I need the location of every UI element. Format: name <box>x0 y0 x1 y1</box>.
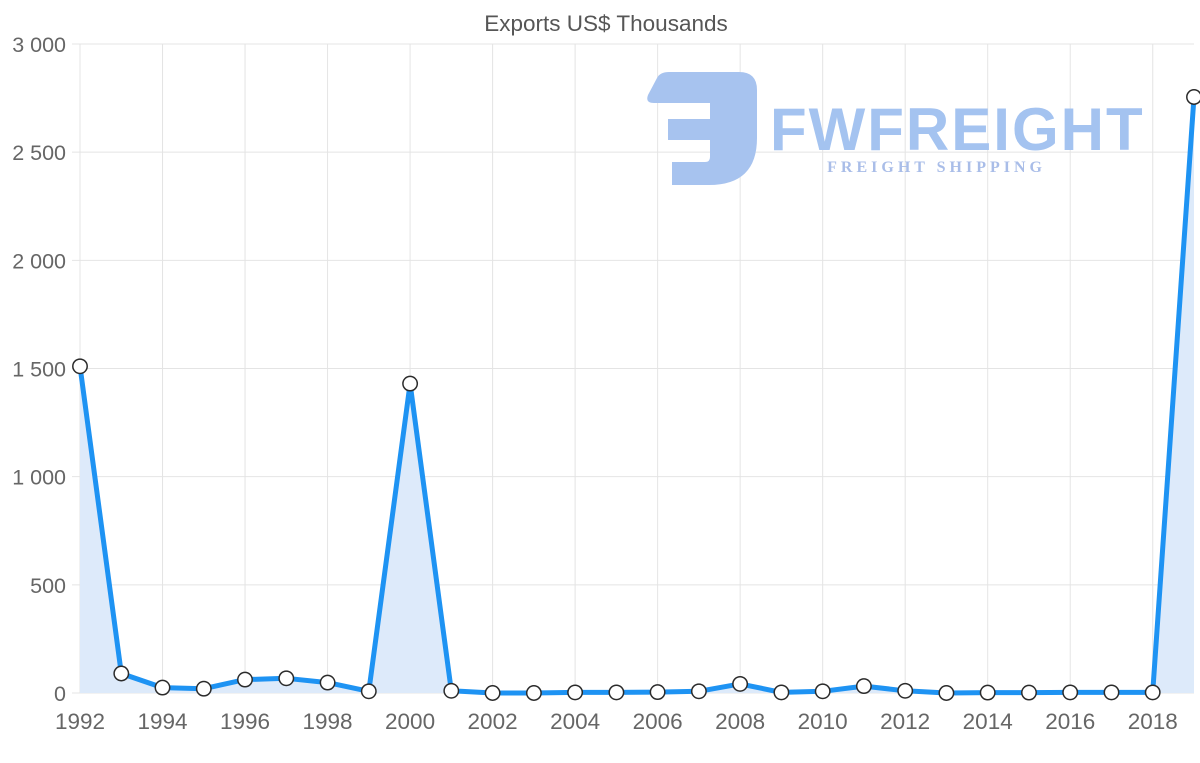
data-point-2009[interactable] <box>773 684 790 701</box>
data-point-2010[interactable] <box>814 683 831 700</box>
y-tick-label-500: 500 <box>30 574 66 598</box>
y-tick-label-1000: 1 000 <box>12 466 66 490</box>
data-point-1995[interactable] <box>195 680 212 697</box>
data-point-2016[interactable] <box>1062 684 1079 701</box>
x-tick-label-2010: 2010 <box>798 709 848 734</box>
data-point-2005[interactable] <box>608 684 625 701</box>
data-point-2015[interactable] <box>1021 684 1037 701</box>
data-point-2011[interactable] <box>855 678 872 695</box>
data-point-2018[interactable] <box>1144 684 1161 701</box>
x-tick-label-1994: 1994 <box>137 709 187 734</box>
gridlines <box>72 43 1194 694</box>
fwfreight-logo: FWFREIGHT FREIGHT SHIPPING <box>647 72 1145 185</box>
chart-title: Exports US$ Thousands <box>484 11 727 36</box>
series-line <box>77 94 1197 696</box>
axis-labels: 0 500 1 000 1 500 2 000 2 500 3 000 1992 1994 199… <box>12 33 1178 734</box>
y-tick-label-0: 0 <box>54 682 66 706</box>
series-area-fill <box>80 97 1194 693</box>
x-tick-label-2002: 2002 <box>468 709 518 734</box>
x-tick-label-2006: 2006 <box>633 709 683 734</box>
data-point-1997[interactable] <box>278 670 295 687</box>
data-point-2002[interactable] <box>484 685 501 701</box>
y-tick-label-3000: 3 000 <box>12 33 66 57</box>
x-tick-label-2000: 2000 <box>385 709 435 734</box>
data-point-2003[interactable] <box>525 685 542 701</box>
data-point-2013[interactable] <box>938 685 955 701</box>
x-tick-label-1996: 1996 <box>220 709 270 734</box>
logo-wordmark: FWFREIGHT <box>770 96 1145 163</box>
data-point-1998[interactable] <box>319 674 336 691</box>
x-tick-label-1998: 1998 <box>303 709 353 734</box>
x-tick-label-2008: 2008 <box>715 709 765 734</box>
y-tick-label-2500: 2 500 <box>12 141 66 165</box>
data-point-2006[interactable] <box>649 684 666 701</box>
y-tick-label-1500: 1 500 <box>12 358 66 382</box>
exports-series <box>72 89 1200 701</box>
data-point-1999[interactable] <box>360 683 377 700</box>
data-point-2014[interactable] <box>979 684 996 701</box>
data-point-2004[interactable] <box>567 684 584 701</box>
data-point-2008[interactable] <box>732 675 749 692</box>
data-point-2019[interactable] <box>1186 89 1200 105</box>
x-tick-label-2014: 2014 <box>963 709 1013 734</box>
y-tick-label-2000: 2 000 <box>12 249 66 273</box>
data-point-1994[interactable] <box>154 679 171 696</box>
data-point-1992[interactable] <box>72 358 88 375</box>
data-point-2012[interactable] <box>897 682 914 699</box>
data-point-2017[interactable] <box>1103 684 1120 701</box>
x-tick-label-2004: 2004 <box>550 709 600 734</box>
x-tick-label-2012: 2012 <box>880 709 930 734</box>
data-point-2007[interactable] <box>690 683 707 700</box>
data-point-2000[interactable] <box>402 375 419 392</box>
data-point-1993[interactable] <box>113 665 130 682</box>
fwfreight-monogram-icon <box>647 72 757 185</box>
data-point-2001[interactable] <box>443 682 460 699</box>
x-tick-label-2018: 2018 <box>1128 709 1178 734</box>
data-point-1996[interactable] <box>237 671 253 688</box>
x-tick-label-2016: 2016 <box>1045 709 1095 734</box>
x-tick-label-1992: 1992 <box>55 709 105 734</box>
logo-tagline: FREIGHT SHIPPING <box>827 159 1046 176</box>
